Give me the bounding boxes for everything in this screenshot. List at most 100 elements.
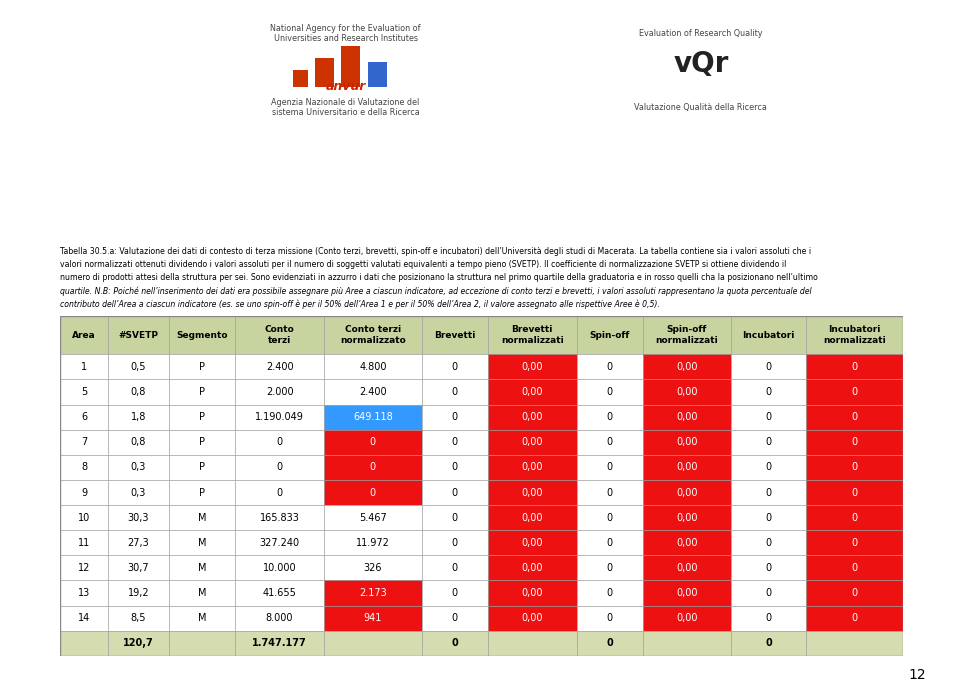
Bar bbox=[108, 555, 169, 580]
Text: M: M bbox=[198, 538, 206, 548]
Text: 0: 0 bbox=[852, 437, 857, 447]
Bar bbox=[60, 380, 108, 405]
Bar bbox=[169, 455, 235, 480]
Text: 0: 0 bbox=[765, 563, 772, 573]
Bar bbox=[642, 606, 732, 631]
Text: 0,3: 0,3 bbox=[131, 487, 146, 498]
Text: P: P bbox=[199, 437, 205, 447]
Bar bbox=[421, 430, 488, 455]
Bar bbox=[805, 505, 903, 530]
Bar bbox=[805, 380, 903, 405]
Text: 6: 6 bbox=[81, 412, 87, 422]
Text: 0: 0 bbox=[452, 588, 458, 598]
Text: 0: 0 bbox=[765, 588, 772, 598]
Bar bbox=[108, 316, 169, 355]
Bar bbox=[805, 555, 903, 580]
Bar bbox=[108, 430, 169, 455]
Bar bbox=[488, 405, 577, 430]
Bar bbox=[642, 455, 732, 480]
Bar bbox=[642, 316, 732, 355]
Text: 165.833: 165.833 bbox=[259, 513, 300, 523]
Bar bbox=[732, 480, 805, 505]
Bar bbox=[577, 631, 642, 656]
Bar bbox=[732, 455, 805, 480]
Text: 0,00: 0,00 bbox=[521, 362, 543, 372]
Text: 11: 11 bbox=[78, 538, 90, 548]
Bar bbox=[324, 480, 421, 505]
Text: 0,00: 0,00 bbox=[521, 412, 543, 422]
Text: 0: 0 bbox=[452, 487, 458, 498]
Bar bbox=[577, 430, 642, 455]
Text: 14: 14 bbox=[78, 613, 90, 623]
Bar bbox=[642, 430, 732, 455]
Bar bbox=[577, 606, 642, 631]
Text: 0: 0 bbox=[452, 563, 458, 573]
Bar bbox=[169, 316, 235, 355]
Text: 0: 0 bbox=[452, 387, 458, 397]
Bar bbox=[805, 355, 903, 380]
Text: 0: 0 bbox=[607, 412, 612, 422]
Bar bbox=[108, 405, 169, 430]
Text: 0,00: 0,00 bbox=[676, 538, 698, 548]
Text: 2.173: 2.173 bbox=[359, 588, 387, 598]
Bar bbox=[169, 505, 235, 530]
Bar bbox=[235, 505, 324, 530]
Bar bbox=[642, 380, 732, 405]
Text: 0: 0 bbox=[607, 437, 612, 447]
Text: quartile. N.B: Poiché nell’inserimento dei dati era possibile assegnare più Aree: quartile. N.B: Poiché nell’inserimento d… bbox=[60, 286, 812, 296]
Bar bbox=[642, 480, 732, 505]
Bar bbox=[235, 631, 324, 656]
Bar bbox=[108, 380, 169, 405]
Bar bbox=[577, 405, 642, 430]
Text: M: M bbox=[198, 513, 206, 523]
Bar bbox=[488, 316, 577, 355]
Text: 0,3: 0,3 bbox=[131, 462, 146, 473]
Bar bbox=[732, 505, 805, 530]
Bar bbox=[108, 480, 169, 505]
Bar bbox=[235, 555, 324, 580]
Text: 7: 7 bbox=[81, 437, 87, 447]
Bar bbox=[805, 430, 903, 455]
Text: 0: 0 bbox=[765, 362, 772, 372]
Bar bbox=[488, 580, 577, 606]
Bar bbox=[235, 606, 324, 631]
Bar bbox=[324, 455, 421, 480]
Text: Brevetti: Brevetti bbox=[434, 330, 475, 339]
Bar bbox=[324, 405, 421, 430]
Bar bbox=[642, 580, 732, 606]
Text: 0: 0 bbox=[852, 513, 857, 523]
Bar bbox=[169, 480, 235, 505]
Text: 120,7: 120,7 bbox=[123, 638, 154, 648]
Text: 5: 5 bbox=[81, 387, 87, 397]
Bar bbox=[342, 46, 360, 87]
Bar bbox=[488, 430, 577, 455]
Text: 0,00: 0,00 bbox=[521, 513, 543, 523]
Bar bbox=[108, 606, 169, 631]
Bar bbox=[60, 631, 108, 656]
Bar bbox=[577, 380, 642, 405]
Text: 0: 0 bbox=[765, 462, 772, 473]
Text: Area: Area bbox=[72, 330, 96, 339]
Text: 0,00: 0,00 bbox=[676, 362, 698, 372]
Bar bbox=[805, 631, 903, 656]
Bar bbox=[324, 631, 421, 656]
Text: 0: 0 bbox=[852, 362, 857, 372]
Text: 0: 0 bbox=[607, 613, 612, 623]
Text: 0: 0 bbox=[370, 462, 376, 473]
Text: 0: 0 bbox=[606, 638, 612, 648]
Text: Incubatori
normalizzati: Incubatori normalizzati bbox=[823, 325, 886, 345]
Bar bbox=[235, 430, 324, 455]
Bar bbox=[488, 530, 577, 555]
Text: 0: 0 bbox=[852, 538, 857, 548]
Bar bbox=[421, 405, 488, 430]
Text: 0: 0 bbox=[452, 362, 458, 372]
Bar bbox=[315, 58, 334, 87]
Text: Brevetti
normalizzati: Brevetti normalizzati bbox=[501, 325, 564, 345]
Text: Agenzia Nazionale di Valutazione del
sistema Universitario e della Ricerca: Agenzia Nazionale di Valutazione del sis… bbox=[272, 98, 420, 117]
Text: 0: 0 bbox=[765, 613, 772, 623]
Text: 0: 0 bbox=[607, 563, 612, 573]
Text: 0: 0 bbox=[451, 638, 458, 648]
Bar bbox=[488, 380, 577, 405]
Text: 5.467: 5.467 bbox=[359, 513, 387, 523]
Bar bbox=[169, 606, 235, 631]
